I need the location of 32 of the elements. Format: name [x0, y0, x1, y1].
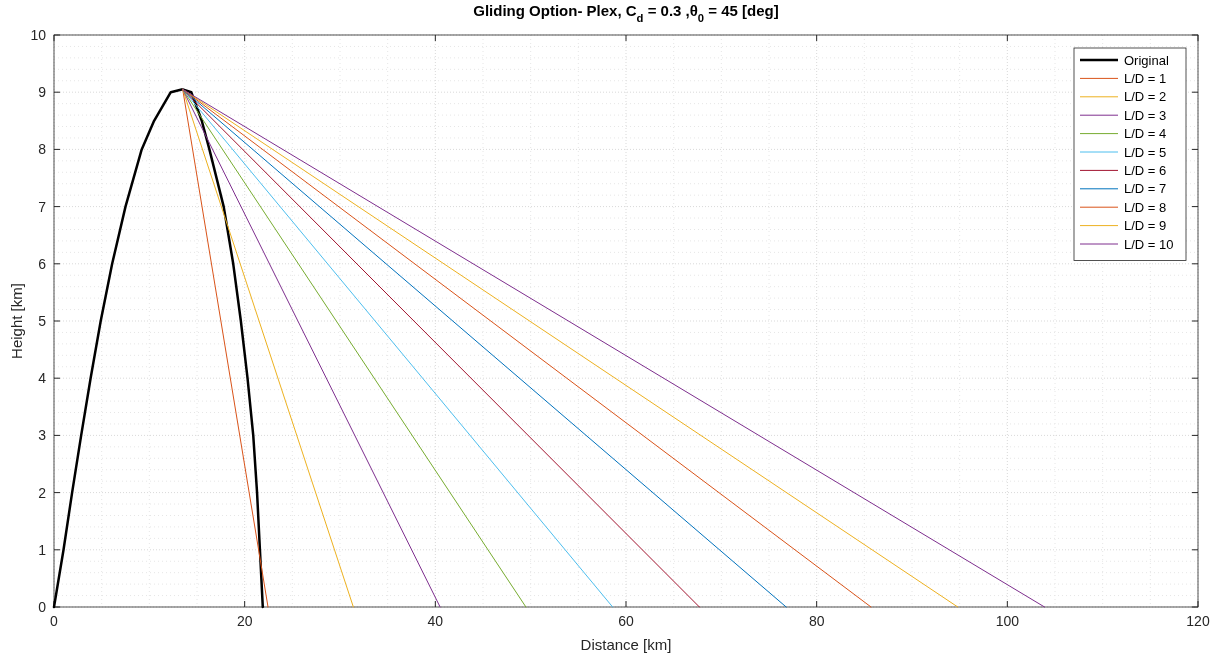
y-tick-label: 10: [30, 27, 47, 43]
y-axis-title: Height [km]: [8, 283, 25, 359]
legend-label: L/D = 7: [1124, 181, 1167, 197]
chart-title: Gliding Option- Plex, C$_{d}$ = 0.3 ,θ$_{0}$ = 45 [deg]: [473, 2, 779, 24]
x-axis-title: Distance [km]: [580, 636, 672, 653]
legend-label: L/D = 8: [1124, 199, 1167, 215]
y-tick-label: 6: [38, 255, 47, 272]
legend-label: L/D = 4: [1124, 126, 1167, 142]
x-tick-label: 120: [1186, 613, 1210, 629]
y-tick-label: 3: [38, 427, 47, 444]
x-tick-label: 20: [236, 613, 253, 629]
legend-label: L/D = 1: [1124, 70, 1167, 86]
x-tick-label: 0: [50, 613, 59, 629]
y-tick-label: 8: [38, 141, 47, 158]
y-tick-label: 1: [38, 541, 47, 558]
legend-label: L/D = 3: [1124, 107, 1167, 123]
x-tick-label: 100: [995, 613, 1020, 629]
y-tick-label: 2: [38, 484, 47, 501]
y-tick-label: 7: [38, 198, 47, 215]
legend-label: L/D = 5: [1124, 144, 1167, 160]
y-tick-label: 0: [38, 599, 47, 615]
x-tick-label: 80: [808, 613, 825, 629]
x-tick-label: 60: [618, 613, 634, 629]
x-tick-label: 40: [427, 613, 444, 629]
legend-label: L/D = 10: [1124, 236, 1174, 252]
y-tick-label: 5: [38, 313, 47, 329]
legend-label: L/D = 6: [1124, 162, 1167, 178]
legend-label: Original: [1124, 52, 1169, 68]
y-tick-label: 9: [38, 84, 47, 101]
legend-label: L/D = 2: [1124, 89, 1167, 105]
legend-label: L/D = 9: [1124, 218, 1167, 234]
y-tick-label: 4: [38, 370, 47, 387]
